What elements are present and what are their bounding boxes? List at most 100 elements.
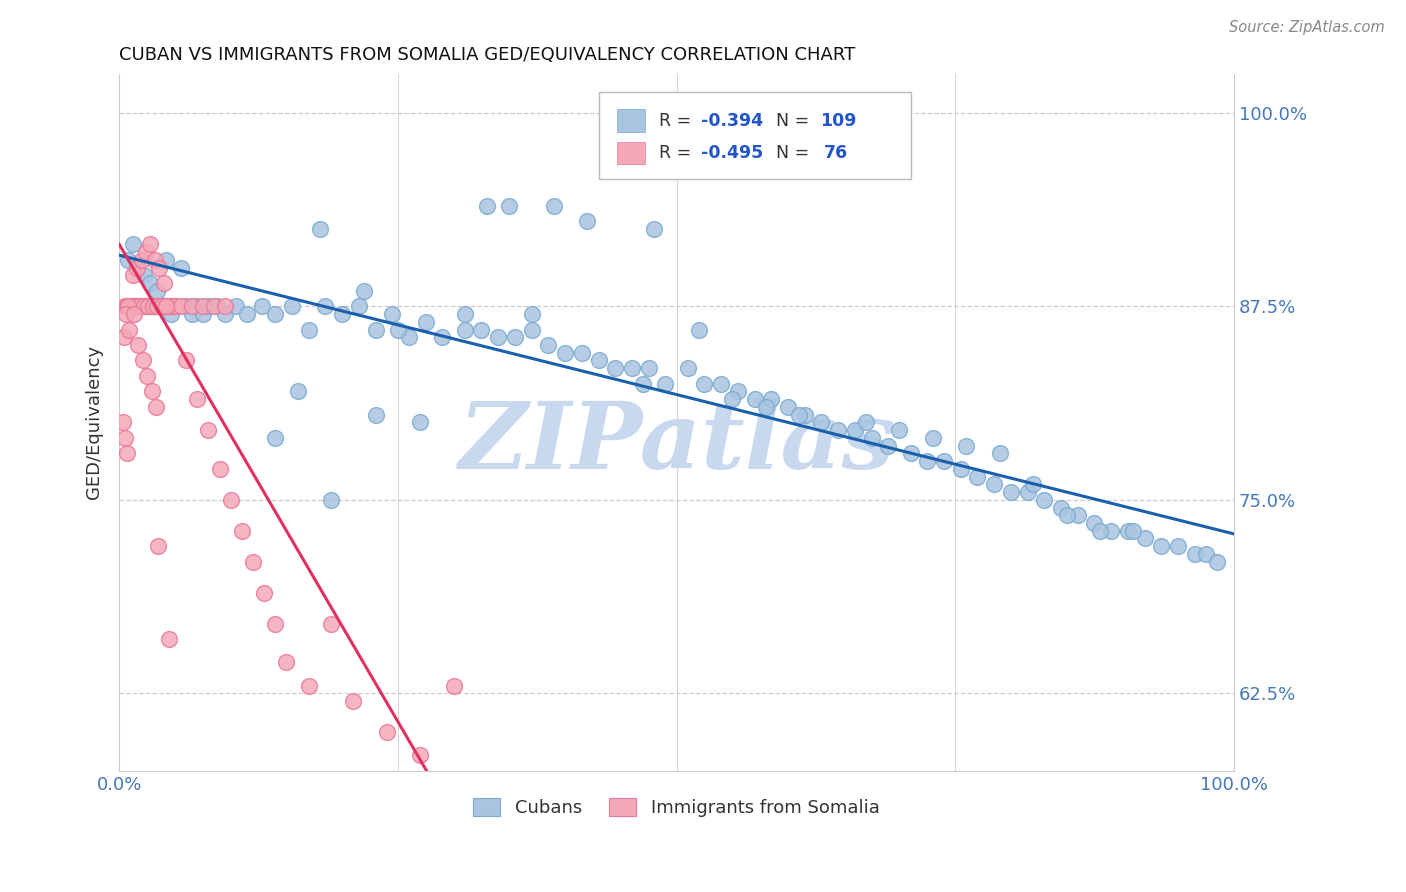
Point: [364, 408, 387, 422]
Point: [117, 299, 139, 313]
Point: [131, 252, 153, 267]
Point: [917, 454, 939, 468]
Text: ZIPatlas: ZIPatlas: [458, 399, 896, 488]
Point: [250, 299, 273, 313]
Point: [1122, 524, 1144, 538]
Point: [121, 237, 143, 252]
Point: [242, 555, 264, 569]
Point: [576, 214, 599, 228]
Point: [537, 338, 560, 352]
Point: [353, 284, 375, 298]
Point: [214, 299, 236, 313]
Text: 109: 109: [820, 112, 856, 129]
Legend: Cubans, Immigrants from Somalia: Cubans, Immigrants from Somalia: [467, 790, 887, 824]
Bar: [617, 110, 645, 132]
Point: [955, 439, 977, 453]
Point: [131, 353, 153, 368]
Point: [159, 299, 181, 313]
Point: [637, 361, 659, 376]
Point: [932, 454, 955, 468]
Point: [276, 656, 298, 670]
Point: [163, 299, 186, 313]
Point: [1017, 485, 1039, 500]
Point: [139, 276, 162, 290]
Point: [855, 416, 877, 430]
Point: [281, 299, 304, 313]
Point: [145, 400, 167, 414]
Point: [143, 252, 166, 267]
Point: [1150, 539, 1173, 553]
Point: [186, 299, 208, 313]
Point: [319, 492, 342, 507]
Point: [443, 679, 465, 693]
Point: [148, 299, 170, 313]
Point: [776, 400, 799, 414]
Point: [160, 299, 183, 313]
Point: [138, 299, 160, 313]
Point: [342, 694, 364, 708]
Point: [983, 477, 1005, 491]
Point: [966, 469, 988, 483]
Point: [454, 307, 477, 321]
Point: [1067, 508, 1090, 523]
Point: [142, 299, 165, 313]
Point: [118, 322, 141, 336]
Point: [148, 260, 170, 275]
Point: [588, 353, 610, 368]
Point: [131, 299, 153, 313]
Point: [139, 237, 162, 252]
Point: [134, 299, 156, 313]
Point: [136, 368, 159, 383]
Point: [844, 423, 866, 437]
Point: [264, 307, 287, 321]
Point: [319, 616, 342, 631]
Point: [475, 199, 498, 213]
Bar: [617, 142, 645, 164]
Point: [543, 199, 565, 213]
Text: -0.394: -0.394: [702, 112, 763, 129]
Point: [159, 632, 181, 646]
Point: [214, 307, 236, 321]
Point: [520, 307, 543, 321]
Point: [381, 307, 404, 321]
Point: [554, 345, 576, 359]
Point: [710, 376, 733, 391]
Point: [470, 322, 492, 336]
Point: [676, 361, 699, 376]
Point: [330, 307, 353, 321]
Point: [810, 416, 832, 430]
Point: [122, 307, 145, 321]
Point: [827, 423, 849, 437]
Point: [115, 307, 138, 321]
Point: [949, 462, 972, 476]
Point: [129, 299, 152, 313]
Point: [207, 299, 229, 313]
Point: [787, 408, 810, 422]
Point: [146, 299, 169, 313]
Point: [125, 299, 148, 313]
Point: [631, 376, 654, 391]
Point: [415, 315, 437, 329]
Point: [111, 416, 134, 430]
Point: [163, 299, 186, 313]
Point: [231, 524, 253, 538]
Point: [169, 260, 191, 275]
Point: [727, 384, 749, 399]
Point: [1000, 485, 1022, 500]
Point: [141, 384, 163, 399]
Point: [112, 330, 135, 344]
Point: [141, 299, 163, 313]
Point: [571, 345, 593, 359]
Point: [159, 307, 181, 321]
Text: N =: N =: [776, 112, 814, 129]
Point: [620, 361, 643, 376]
Point: [605, 361, 627, 376]
Point: [114, 431, 136, 445]
Point: [180, 307, 202, 321]
Point: [115, 446, 138, 460]
Point: [127, 299, 149, 313]
Point: [153, 276, 176, 290]
Point: [202, 299, 225, 313]
Text: R =: R =: [658, 144, 696, 161]
Point: [1167, 539, 1189, 553]
